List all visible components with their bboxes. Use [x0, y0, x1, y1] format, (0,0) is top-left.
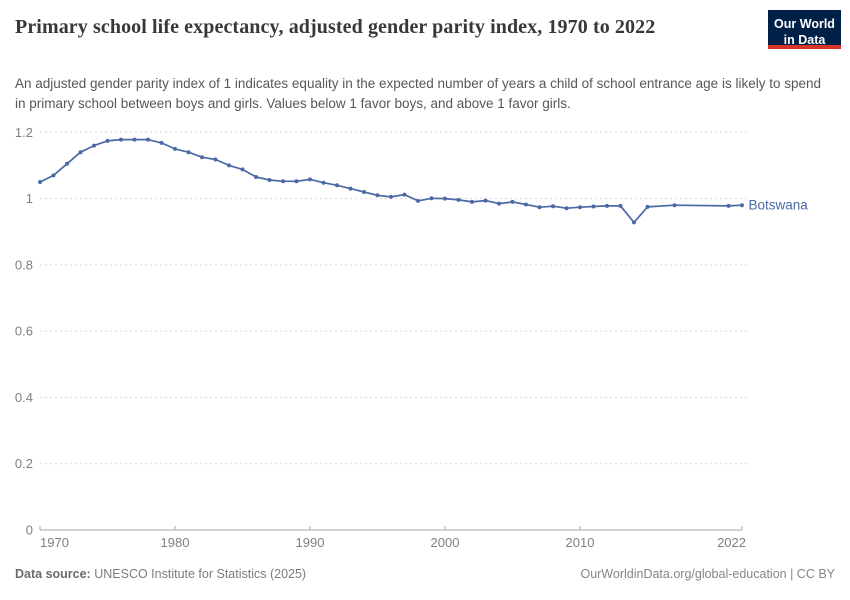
data-point[interactable] — [497, 201, 501, 206]
data-point[interactable] — [578, 205, 582, 210]
data-point[interactable] — [618, 203, 623, 208]
botswana-line[interactable] — [39, 138, 743, 224]
data-point[interactable] — [456, 197, 461, 202]
y-tick-label: 1.2 — [15, 125, 33, 140]
data-point[interactable] — [416, 198, 420, 203]
data-point[interactable] — [389, 194, 393, 199]
x-tick-label: 1980 — [161, 535, 190, 550]
owid-logo[interactable]: Our World in Data — [768, 10, 841, 49]
chart-subtitle: An adjusted gender parity index of 1 ind… — [15, 76, 821, 111]
x-tick-label: 1990 — [296, 535, 325, 550]
data-point[interactable] — [308, 177, 312, 182]
data-point[interactable] — [105, 138, 110, 143]
entity-label[interactable]: Botswana — [749, 198, 809, 213]
data-point[interactable] — [321, 180, 326, 185]
data-point[interactable] — [605, 203, 609, 208]
data-point[interactable] — [173, 146, 177, 151]
data-point[interactable] — [119, 137, 123, 142]
x-tick-label: 1970 — [40, 535, 69, 550]
data-point[interactable] — [240, 167, 245, 172]
data-point[interactable] — [402, 192, 407, 197]
chart-title: Primary school life expectancy, adjusted… — [15, 16, 656, 38]
data-point[interactable] — [213, 157, 218, 162]
data-point[interactable] — [92, 143, 96, 148]
data-point[interactable] — [551, 204, 555, 209]
data-point[interactable] — [591, 204, 596, 209]
data-point[interactable] — [443, 196, 447, 201]
data-point[interactable] — [564, 206, 569, 211]
y-tick-label: 0 — [26, 523, 33, 538]
data-point[interactable] — [470, 199, 474, 204]
chart-footer: Data source: UNESCO Institute for Statis… — [15, 567, 835, 581]
y-tick-label: 0.6 — [15, 324, 33, 339]
data-point[interactable] — [38, 180, 42, 184]
data-point[interactable] — [429, 196, 434, 201]
data-point[interactable] — [740, 203, 744, 208]
data-point[interactable] — [726, 203, 731, 208]
y-tick-label: 1 — [26, 191, 33, 206]
x-tick-label: 2000 — [431, 535, 460, 550]
data-point[interactable] — [335, 183, 339, 188]
x-tick-label: 2022 — [717, 535, 746, 550]
owid-logo-line2: in Data — [783, 33, 826, 47]
data-point[interactable] — [159, 140, 164, 145]
data-point[interactable] — [146, 137, 150, 142]
y-tick-label: 0.4 — [15, 390, 33, 405]
data-point[interactable] — [375, 193, 380, 198]
line-chart[interactable]: 0 0.2 0.4 0.6 0.8 1 1.2 1970 1980 1990 2000 2010 202… — [0, 120, 850, 565]
data-source: Data source: UNESCO Institute for Statis… — [15, 567, 306, 581]
data-point[interactable] — [227, 163, 231, 168]
credit-link[interactable]: OurWorldinData.org/global-education | CC… — [580, 567, 835, 581]
data-point[interactable] — [51, 173, 56, 178]
data-point[interactable] — [348, 186, 353, 191]
data-point[interactable] — [254, 175, 258, 179]
data-point[interactable] — [132, 137, 137, 142]
owid-logo-line1: Our World — [774, 17, 835, 31]
data-point[interactable] — [632, 220, 636, 225]
data-point[interactable] — [78, 150, 83, 155]
data-point[interactable] — [362, 190, 366, 194]
y-tick-label: 0.8 — [15, 257, 33, 272]
data-point[interactable] — [281, 179, 285, 184]
data-source-text: UNESCO Institute for Statistics (2025) — [94, 567, 307, 581]
data-source-label: Data source: — [15, 567, 91, 581]
data-point[interactable] — [483, 198, 488, 203]
data-point[interactable] — [645, 204, 650, 209]
data-point[interactable] — [267, 178, 272, 182]
data-point[interactable] — [537, 205, 542, 210]
data-point[interactable] — [65, 161, 69, 166]
x-tick-label: 2010 — [566, 535, 595, 550]
data-point[interactable] — [186, 150, 191, 155]
data-point[interactable] — [200, 155, 204, 160]
data-point[interactable] — [672, 203, 677, 208]
y-tick-label: 0.2 — [15, 456, 33, 471]
data-point[interactable] — [524, 202, 528, 207]
data-point[interactable] — [510, 199, 515, 204]
data-point[interactable] — [294, 179, 299, 184]
